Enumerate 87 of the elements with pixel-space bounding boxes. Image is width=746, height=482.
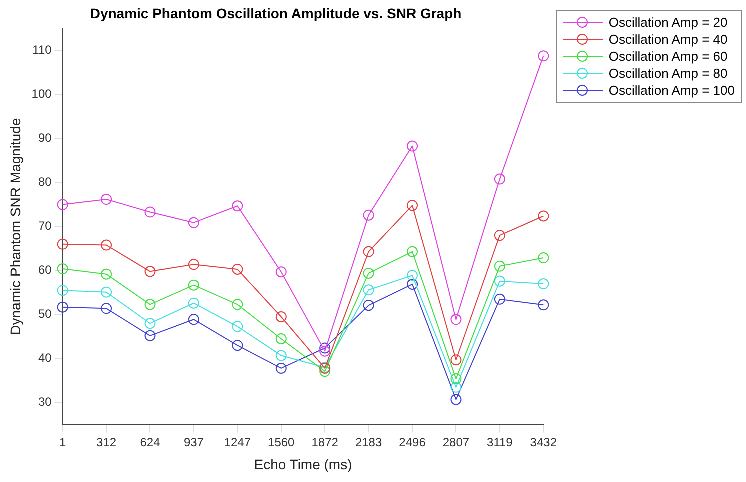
point [232, 321, 244, 332]
point [363, 284, 374, 296]
point [494, 174, 506, 185]
point [57, 302, 68, 313]
point [538, 210, 550, 222]
x-tick-label: 1560 [268, 435, 296, 450]
point [494, 294, 506, 305]
point [538, 50, 550, 62]
point [320, 366, 331, 378]
point [57, 238, 68, 250]
point [232, 200, 244, 212]
point [57, 199, 68, 210]
point [494, 276, 506, 287]
x-tick-label: 3119 [487, 435, 514, 450]
point [363, 300, 374, 312]
y-tick-label: 70 [38, 219, 52, 234]
x-tick-label: 1247 [224, 435, 252, 450]
point [57, 264, 68, 275]
point [57, 285, 68, 296]
point [407, 270, 418, 282]
legend-label: Oscillation Amp = 40 [608, 32, 728, 47]
point [188, 217, 200, 228]
point [320, 342, 331, 354]
y-tick-label: 110 [32, 43, 52, 58]
point [232, 264, 244, 275]
point [188, 280, 200, 291]
point [494, 260, 506, 272]
point [276, 266, 287, 278]
point [450, 374, 462, 385]
x-tick-label: 3432 [530, 435, 558, 450]
point [232, 340, 244, 352]
point [101, 240, 112, 251]
point [450, 394, 462, 406]
point [407, 246, 418, 258]
legend-label: Oscillation Amp = 60 [608, 49, 728, 64]
y-tick-label: 40 [38, 351, 52, 366]
point [144, 206, 156, 218]
point [407, 140, 418, 152]
point [101, 303, 112, 314]
point [144, 266, 156, 278]
point [276, 350, 287, 362]
point [276, 334, 287, 344]
point [188, 314, 200, 326]
point [538, 252, 550, 264]
point [276, 362, 287, 374]
point [450, 382, 462, 393]
point [450, 314, 462, 326]
x-axis-title: Echo Time (ms) [254, 456, 352, 472]
point [320, 346, 331, 357]
x-tick-label: 937 [184, 435, 204, 450]
chart-title: Dynamic Phantom Oscillation Amplitude vs. SNR Graph [90, 5, 462, 22]
point [276, 312, 287, 322]
y-tick-label: 100 [32, 87, 52, 102]
point [494, 230, 506, 242]
y-tick-label: 80 [38, 175, 52, 190]
x-tick-label: 1872 [312, 435, 339, 450]
point [538, 300, 550, 311]
y-tick-label: 90 [38, 131, 52, 146]
point [363, 246, 374, 258]
point [144, 299, 156, 310]
x-tick-label: 312 [96, 435, 117, 450]
point [450, 354, 462, 366]
point [363, 210, 374, 221]
point [407, 200, 418, 212]
y-tick-label: 60 [38, 263, 52, 278]
point [363, 268, 374, 279]
y-axis-title: Dynamic Phantom SNR Magnitude [7, 118, 24, 336]
legend-label: Oscillation Amp = 100 [608, 83, 735, 98]
y-tick-label: 50 [38, 307, 52, 322]
x-tick-label: 2807 [442, 435, 470, 450]
legend-label: Oscillation Amp = 20 [608, 15, 728, 30]
point [538, 278, 550, 290]
legend-label: Oscillation Amp = 80 [608, 66, 728, 81]
point [188, 298, 200, 309]
point [188, 259, 200, 270]
point [101, 194, 112, 206]
point [407, 278, 418, 290]
x-tick-label: 2496 [399, 435, 426, 450]
point [232, 299, 244, 310]
point [101, 268, 112, 280]
point [144, 330, 156, 342]
y-tick-label: 30 [38, 395, 52, 410]
point [144, 318, 156, 330]
point [101, 286, 112, 298]
x-tick-label: 624 [140, 435, 161, 450]
x-tick-label: 1 [59, 435, 66, 450]
x-tick-label: 2183 [355, 435, 382, 450]
